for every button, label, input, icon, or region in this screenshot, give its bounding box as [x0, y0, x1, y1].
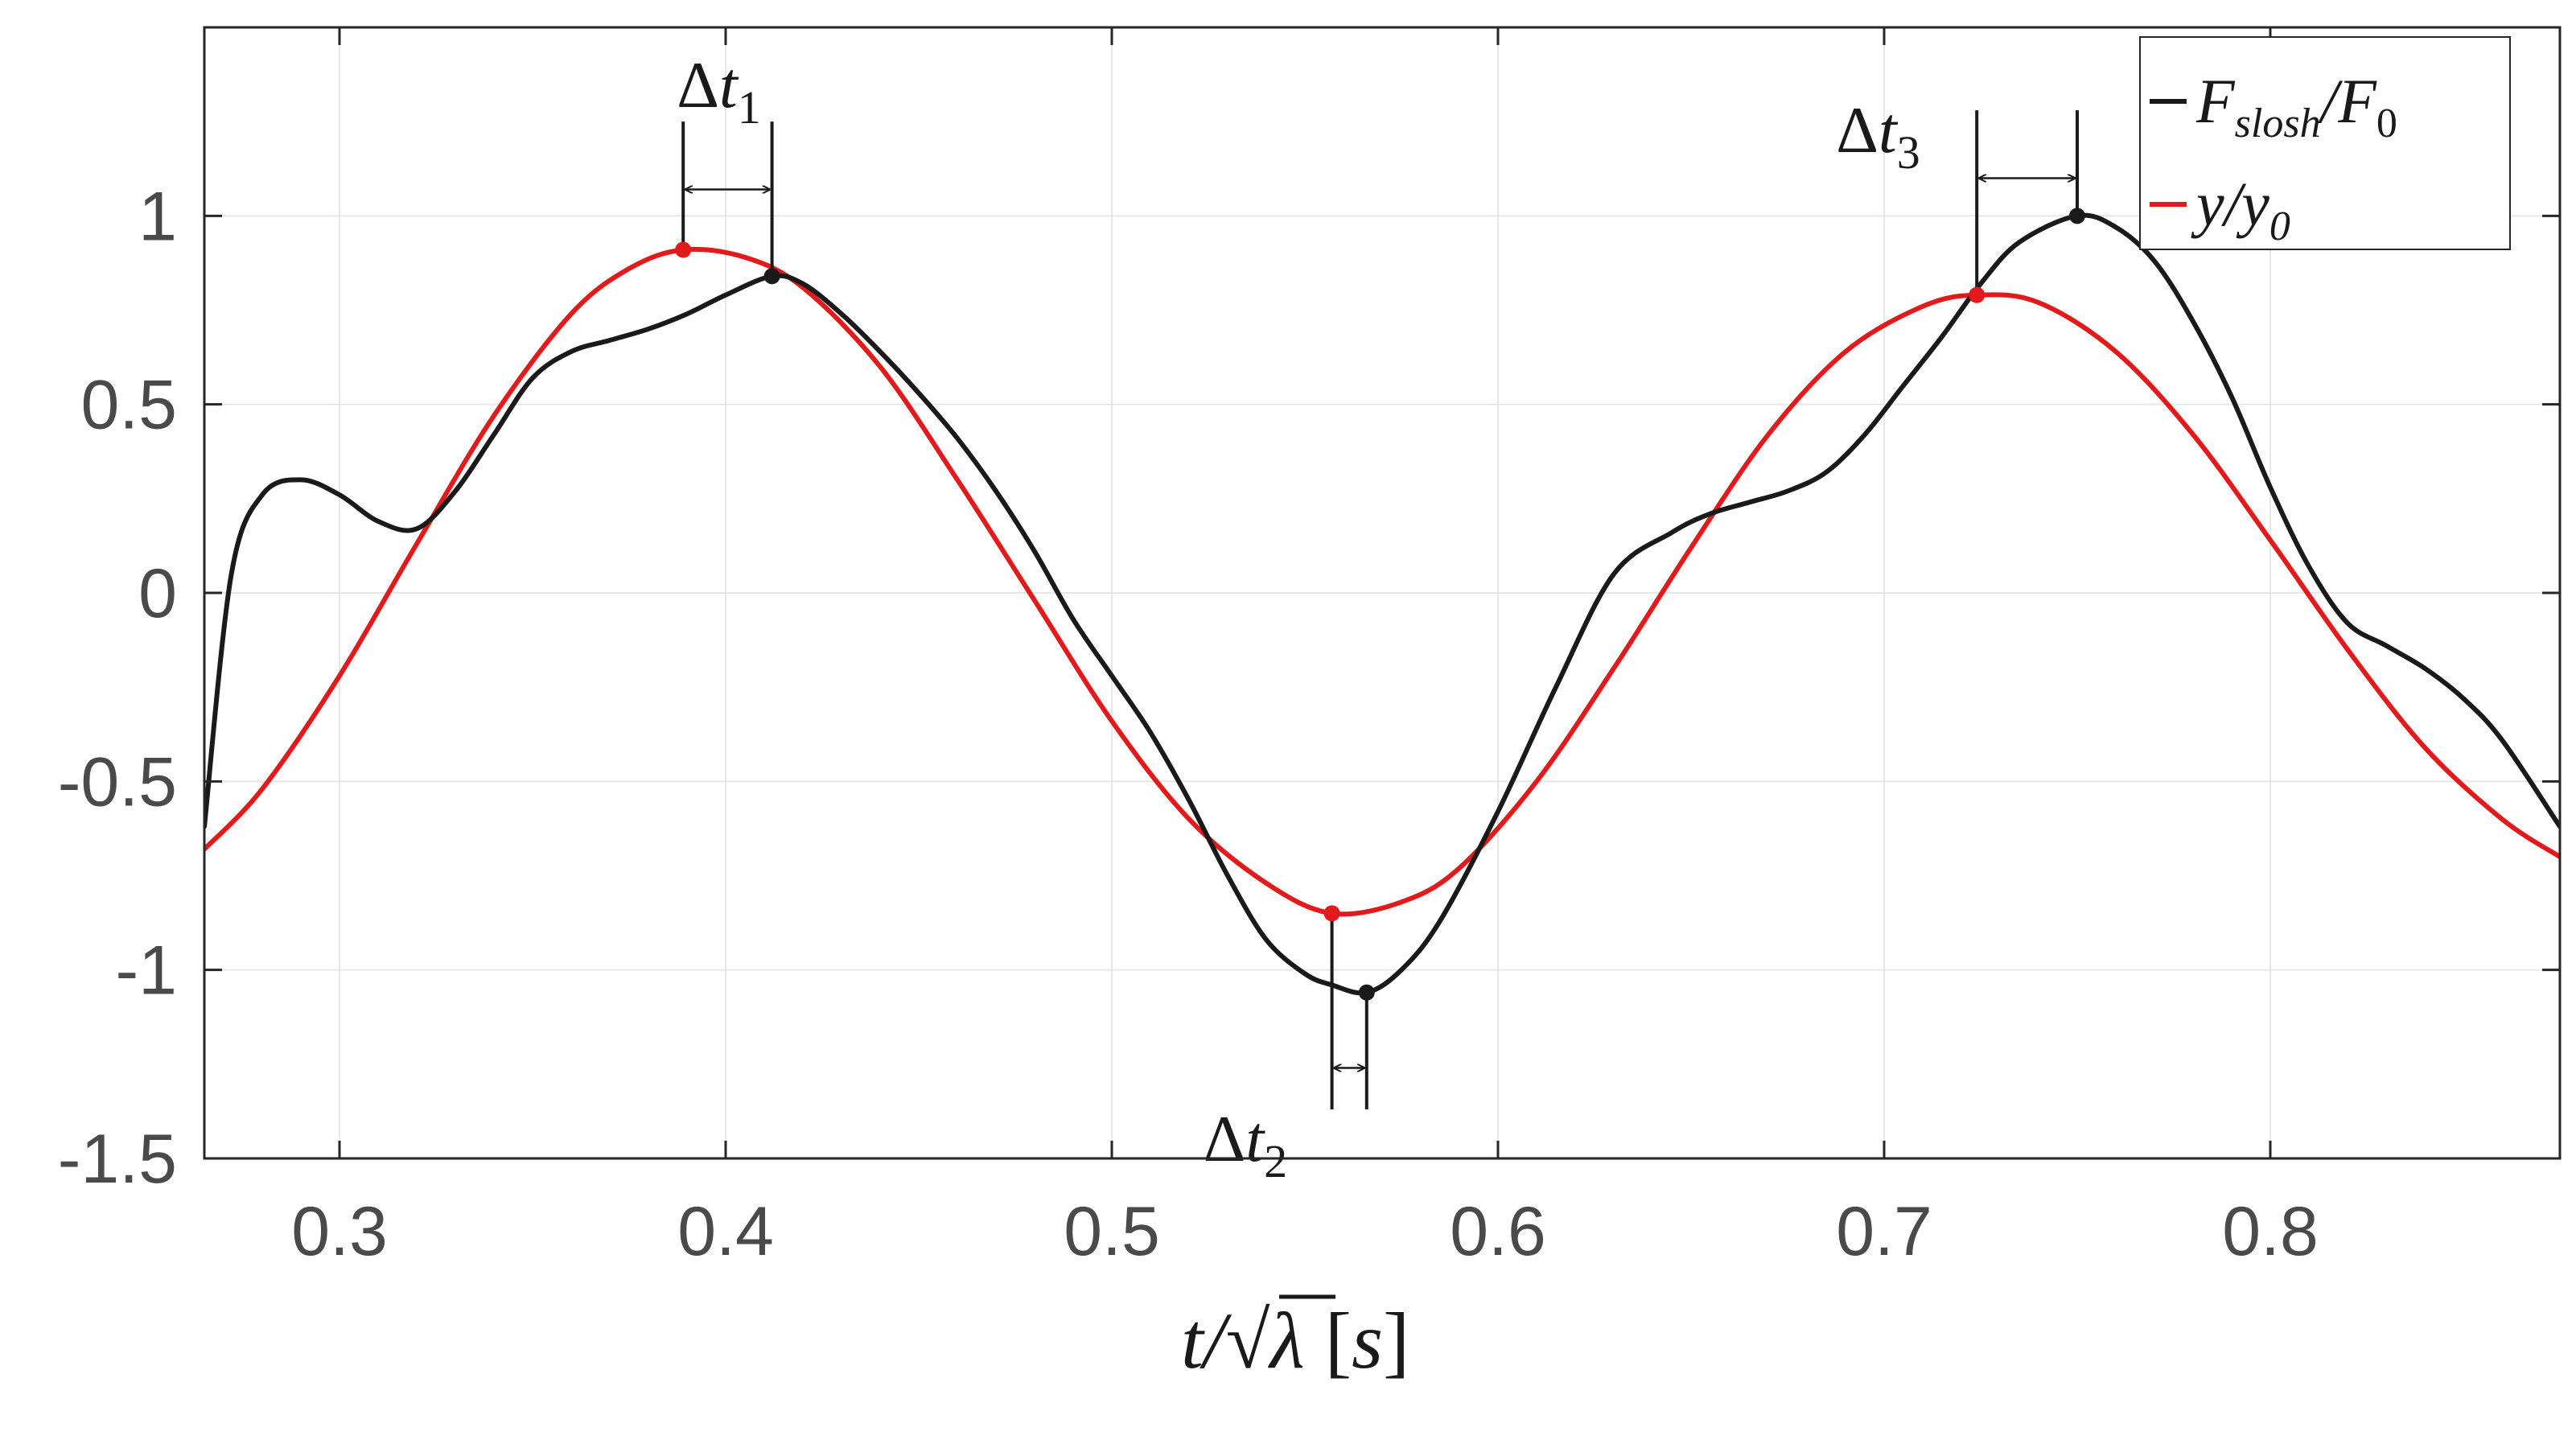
tick-layer: 0.3 0.4 0.5 0.6 0.7 0.8 1 0.5 0 -0.5 -1 -1.5	[58, 27, 2560, 1270]
peak-marker-1	[763, 268, 780, 285]
series-layer	[204, 212, 2560, 996]
peak-marker-2	[1323, 905, 1340, 922]
annotation-layer: Δt1 Δt2 Δt3	[677, 48, 2079, 1187]
y-tick-label: 1	[138, 178, 177, 255]
series-line-f-slosh	[204, 212, 2560, 996]
marker-layer	[675, 208, 2085, 1001]
y-tick-label: -1.5	[58, 1121, 177, 1198]
annotation-label: Δt3	[1836, 93, 1920, 179]
legend: Fslosh/F0 y/y0	[2139, 36, 2511, 250]
x-tick-label: 0.3	[291, 1193, 388, 1270]
annotation-delta-t1: Δt1	[677, 48, 774, 277]
x-axis-label: t/√λ [s]	[1181, 1296, 1409, 1385]
x-tick-label: 0.8	[2222, 1193, 2319, 1270]
peak-marker-5	[2069, 208, 2085, 224]
axis-label-layer: t/√λ [s]	[1181, 1294, 1409, 1385]
peak-marker-3	[1358, 984, 1375, 1001]
x-tick-label: 0.5	[1064, 1193, 1160, 1270]
peak-marker-4	[1969, 286, 1985, 303]
y-tick-label: -1	[116, 932, 177, 1010]
series-line-y-ratio	[204, 246, 2560, 917]
y-tick-label: -0.5	[58, 743, 177, 821]
annotation-label: Δt2	[1204, 1102, 1288, 1187]
legend-box	[2139, 36, 2511, 250]
peak-marker-0	[675, 241, 692, 258]
x-tick-label: 0.4	[677, 1193, 774, 1270]
x-tick-label: 0.7	[1836, 1193, 1932, 1270]
y-tick-label: 0	[138, 555, 177, 632]
legend-label: Fslosh/F0	[2195, 66, 2397, 146]
legend-label: y/y0	[2191, 169, 2290, 249]
annotation-delta-t3: Δt3	[1836, 93, 2079, 295]
annotation-label: Δt1	[677, 48, 761, 134]
y-tick-label: 0.5	[80, 367, 177, 444]
annotation-delta-t2: Δt2	[1204, 913, 1368, 1187]
x-tick-label: 0.6	[1450, 1193, 1546, 1270]
